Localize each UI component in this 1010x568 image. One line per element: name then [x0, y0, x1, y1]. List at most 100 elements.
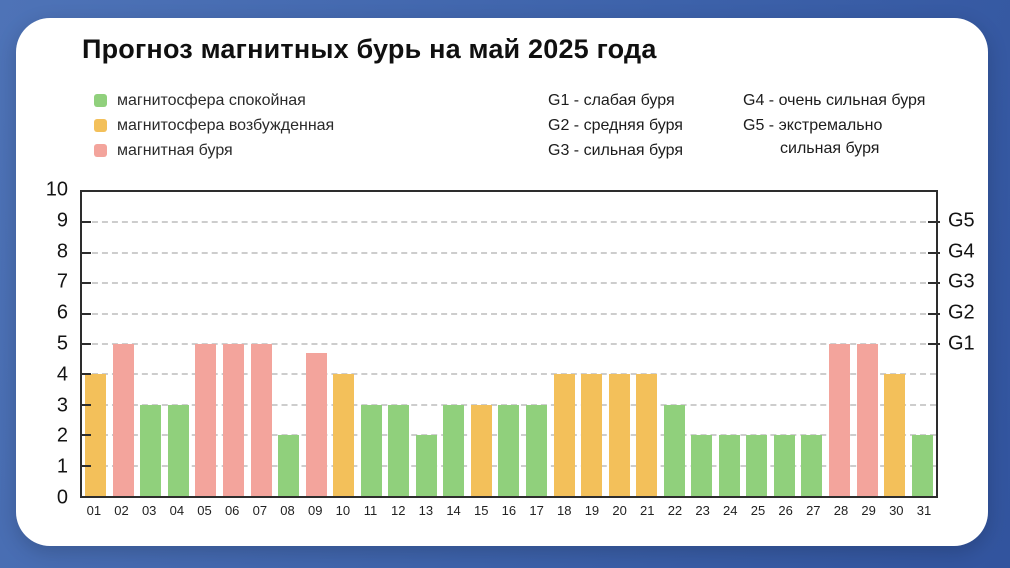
day-label-09: 09 — [307, 503, 323, 518]
bar-slot-10 — [330, 192, 358, 496]
left-tick-4 — [82, 373, 91, 376]
y-axis-label-8: 8 — [56, 240, 68, 263]
bar-slot-17 — [523, 192, 551, 496]
right-axis-label-g5: G5 — [948, 209, 975, 232]
day-label-03: 03 — [141, 503, 157, 518]
y-axis-label-2: 2 — [56, 424, 68, 447]
gridline-5 — [82, 343, 936, 345]
bar-slot-12 — [385, 192, 413, 496]
gridline-9 — [82, 221, 936, 224]
bar-day-05 — [195, 344, 217, 496]
y-axis-label-0: 0 — [56, 486, 68, 509]
bar-day-22 — [663, 404, 685, 496]
bar-day-21 — [636, 374, 658, 496]
legend-label: магнитосфера спокойная — [117, 91, 306, 109]
storm-scale-notes-col2: G4 - очень сильная буря G5 - экстремальн… — [743, 88, 925, 159]
excited-swatch-icon — [94, 119, 107, 132]
bar-slot-18 — [550, 192, 578, 496]
gnote-g2: G2 - средняя буря — [548, 117, 683, 134]
bar-day-17 — [526, 404, 548, 496]
forecast-card: Прогноз магнитных бурь на май 2025 года … — [16, 18, 988, 546]
bar-slot-09 — [302, 192, 330, 496]
y-axis-label-9: 9 — [56, 209, 68, 232]
bar-slot-07 — [247, 192, 275, 496]
gnote-g5: G5 - экстремально сильная буря — [743, 113, 925, 159]
bar-slot-03 — [137, 192, 165, 496]
day-label-18: 18 — [557, 503, 572, 518]
day-label-26: 26 — [778, 503, 793, 518]
day-label-27: 27 — [806, 503, 821, 518]
bar-day-31 — [911, 435, 933, 496]
bar-slot-24 — [716, 192, 744, 496]
y-axis-label-7: 7 — [56, 270, 68, 293]
left-tick-3 — [82, 403, 91, 406]
bar-day-11 — [360, 404, 382, 496]
bar-slot-28 — [826, 192, 854, 496]
bar-slot-29 — [853, 192, 881, 496]
gnote-g5-line2: сильная буря — [780, 140, 880, 157]
day-label-23: 23 — [695, 503, 710, 518]
bar-slot-15 — [468, 192, 496, 496]
day-label-28: 28 — [833, 503, 849, 518]
bar-slot-13 — [413, 192, 441, 496]
bar-slot-16 — [495, 192, 523, 496]
day-label-12: 12 — [390, 503, 406, 518]
legend-label: магнитная буря — [117, 141, 233, 159]
gridline-7 — [82, 282, 936, 285]
left-tick-6 — [82, 312, 91, 315]
bar-day-08 — [278, 435, 300, 496]
gnote-g5-line1: G5 - экстремально — [743, 117, 883, 134]
bars-container — [82, 192, 936, 496]
day-label-08: 08 — [280, 503, 295, 518]
y-axis-label-5: 5 — [56, 332, 68, 355]
bar-day-24 — [718, 435, 740, 496]
bar-slot-11 — [357, 192, 385, 496]
storm-swatch-icon — [94, 144, 107, 157]
storm-scale-notes-col1: G1 - слабая буря G2 - средняя буря G3 - си… — [548, 88, 683, 163]
bar-day-30 — [884, 374, 906, 496]
gridline-6 — [82, 312, 936, 315]
bar-day-19 — [581, 374, 603, 496]
bar-slot-25 — [743, 192, 771, 496]
bar-day-02 — [112, 344, 134, 496]
y-axis-label-6: 6 — [56, 301, 68, 324]
bar-day-18 — [553, 374, 575, 496]
bar-day-25 — [746, 435, 768, 496]
gnote-g3: G3 - сильная буря — [548, 142, 684, 159]
bar-slot-02 — [110, 192, 138, 496]
day-label-31: 31 — [916, 503, 932, 518]
bar-day-06 — [223, 344, 244, 496]
bar-day-29 — [856, 344, 878, 496]
day-label-25: 25 — [750, 503, 766, 518]
y-axis-label-10: 10 — [45, 178, 68, 201]
right-tick-8 — [928, 251, 940, 254]
legend: магнитосфера спокойная магнитосфера возбу… — [94, 88, 334, 163]
bar-day-26 — [773, 435, 795, 496]
day-label-11: 11 — [363, 503, 378, 518]
left-tick-1 — [82, 464, 91, 467]
x-axis-day-labels: 01 02 03 04 05 06 07 08 09 10 11 12 13 14 15 16 17 18 19 20… — [80, 503, 938, 521]
right-axis-g-scale: G1 G2 G3 G4 G5 — [948, 190, 992, 498]
gridline-8 — [82, 251, 936, 254]
right-axis-label-g4: G4 — [948, 240, 975, 263]
day-label-02: 02 — [114, 503, 129, 518]
bar-day-23 — [691, 435, 713, 496]
bar-slot-04 — [165, 192, 193, 496]
bar-slot-14 — [440, 192, 468, 496]
legend-item-storm: магнитная буря — [94, 138, 334, 163]
day-label-20: 20 — [612, 503, 627, 518]
bar-day-15 — [470, 404, 492, 496]
bar-day-27 — [801, 435, 823, 496]
day-label-29: 29 — [861, 503, 876, 518]
bar-day-04 — [167, 404, 189, 496]
bar-slot-21 — [633, 192, 661, 496]
day-label-13: 13 — [418, 503, 434, 518]
legend-item-excited: магнитосфера возбужденная — [94, 113, 334, 138]
bar-slot-08 — [275, 192, 303, 496]
day-label-14: 14 — [446, 503, 461, 518]
bar-day-10 — [333, 374, 355, 496]
right-tick-9 — [928, 221, 940, 224]
day-label-22: 22 — [667, 503, 683, 518]
gnote-g4: G4 - очень сильная буря — [743, 92, 926, 109]
left-tick-9 — [82, 221, 91, 224]
